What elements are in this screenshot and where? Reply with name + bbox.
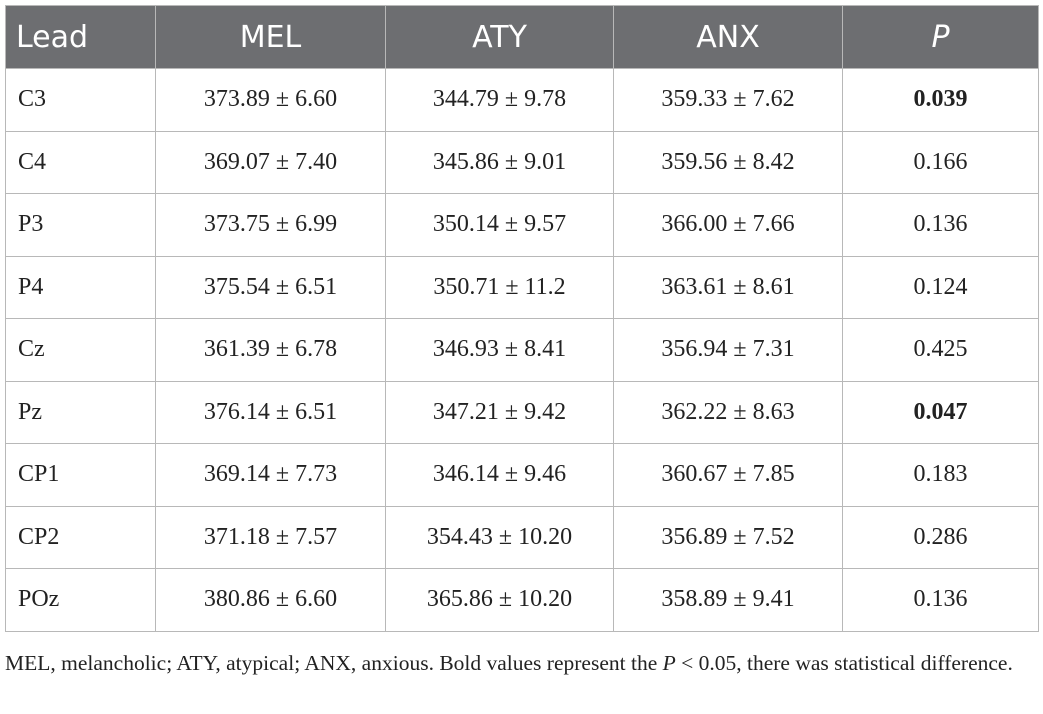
data-table: Lead MEL ATY ANX P C3 373.89 ± 6.60 344.79 ± 9… — [5, 5, 1039, 632]
table-body: C3 373.89 ± 6.60 344.79 ± 9.78 359.33 ± 7.6… — [5, 68, 1039, 632]
lead-cell: POz — [5, 568, 156, 632]
value-cell: 376.14 ± 6.51 — [155, 380, 386, 444]
lead-cell: Cz — [5, 318, 156, 382]
value-cell: 0.183 — [842, 443, 1039, 507]
value-cell: 360.67 ± 7.85 — [613, 443, 843, 507]
footnote-text: P — [662, 651, 676, 675]
value-cell: 371.18 ± 7.57 — [155, 505, 386, 569]
value-cell: 0.286 — [842, 505, 1039, 569]
table-row: Cz 361.39 ± 6.78 346.93 ± 8.41 356.94 ± 7.3… — [5, 318, 1039, 382]
header-cell: ANX — [613, 5, 843, 69]
header-cell: ATY — [385, 5, 614, 69]
footnote: MEL, melancholic; ATY, atypical; ANX, an… — [5, 646, 1041, 680]
table-row: POz 380.86 ± 6.60 365.86 ± 10.20 358.89 ± 9… — [5, 568, 1039, 632]
value-cell: 359.33 ± 7.62 — [613, 68, 843, 132]
value-cell: 350.14 ± 9.57 — [385, 193, 614, 257]
header-cell: Lead — [5, 5, 156, 69]
value-cell: 362.22 ± 8.63 — [613, 380, 843, 444]
value-cell: 356.94 ± 7.31 — [613, 318, 843, 382]
value-cell: 0.425 — [842, 318, 1039, 382]
table-row: C3 373.89 ± 6.60 344.79 ± 9.78 359.33 ± 7.6… — [5, 68, 1039, 132]
value-cell: 346.93 ± 8.41 — [385, 318, 614, 382]
value-cell: 0.166 — [842, 130, 1039, 194]
header-cell: P — [842, 5, 1039, 69]
value-cell: 350.71 ± 11.2 — [385, 255, 614, 319]
value-cell: 373.89 ± 6.60 — [155, 68, 386, 132]
header-row: Lead MEL ATY ANX P — [5, 5, 1039, 69]
value-cell: 365.86 ± 10.20 — [385, 568, 614, 632]
value-cell: 0.136 — [842, 568, 1039, 632]
table-row: P3 373.75 ± 6.99 350.14 ± 9.57 366.00 ± 7.6… — [5, 193, 1039, 257]
lead-cell: Pz — [5, 380, 156, 444]
value-cell: 380.86 ± 6.60 — [155, 568, 386, 632]
value-cell: 369.07 ± 7.40 — [155, 130, 386, 194]
value-cell: 0.047 — [842, 380, 1039, 444]
lead-cell: CP1 — [5, 443, 156, 507]
lead-cell: C4 — [5, 130, 156, 194]
table-row: C4 369.07 ± 7.40 345.86 ± 9.01 359.56 ± 8.4… — [5, 130, 1039, 194]
table-row: Pz 376.14 ± 6.51 347.21 ± 9.42 362.22 ± 8.6… — [5, 380, 1039, 444]
value-cell: 359.56 ± 8.42 — [613, 130, 843, 194]
value-cell: 347.21 ± 9.42 — [385, 380, 614, 444]
value-cell: 366.00 ± 7.66 — [613, 193, 843, 257]
footnote-text: < 0.05, there was statistical difference… — [675, 651, 1013, 675]
table-row: CP1 369.14 ± 7.73 346.14 ± 9.46 360.67 ± 7.… — [5, 443, 1039, 507]
value-cell: 373.75 ± 6.99 — [155, 193, 386, 257]
value-cell: 0.124 — [842, 255, 1039, 319]
table-header: Lead MEL ATY ANX P — [5, 5, 1039, 69]
value-cell: 369.14 ± 7.73 — [155, 443, 386, 507]
table-row: CP2 371.18 ± 7.57 354.43 ± 10.20 356.89 ± 7… — [5, 505, 1039, 569]
value-cell: 358.89 ± 9.41 — [613, 568, 843, 632]
value-cell: 361.39 ± 6.78 — [155, 318, 386, 382]
lead-cell: P4 — [5, 255, 156, 319]
lead-cell: C3 — [5, 68, 156, 132]
table-row: P4 375.54 ± 6.51 350.71 ± 11.2 363.61 ± 8.6… — [5, 255, 1039, 319]
value-cell: 356.89 ± 7.52 — [613, 505, 843, 569]
value-cell: 346.14 ± 9.46 — [385, 443, 614, 507]
lead-cell: P3 — [5, 193, 156, 257]
value-cell: 375.54 ± 6.51 — [155, 255, 386, 319]
value-cell: 0.136 — [842, 193, 1039, 257]
value-cell: 345.86 ± 9.01 — [385, 130, 614, 194]
value-cell: 0.039 — [842, 68, 1039, 132]
header-cell: MEL — [155, 5, 386, 69]
lead-cell: CP2 — [5, 505, 156, 569]
value-cell: 344.79 ± 9.78 — [385, 68, 614, 132]
value-cell: 363.61 ± 8.61 — [613, 255, 843, 319]
value-cell: 354.43 ± 10.20 — [385, 505, 614, 569]
footnote-text: MEL, melancholic; ATY, atypical; ANX, an… — [5, 651, 663, 675]
